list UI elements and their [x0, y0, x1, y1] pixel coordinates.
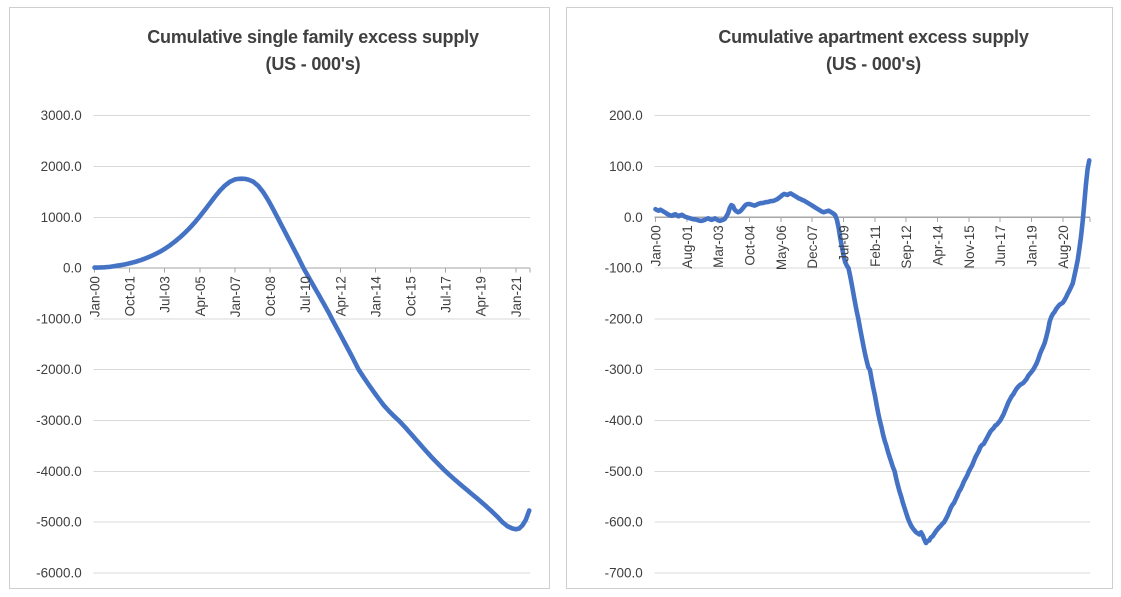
single-family-chart-title-line1: Cumulative single family excess supply — [147, 27, 479, 47]
y-axis-tick-label: -3000.0 — [36, 413, 82, 428]
y-axis-tick-label: 2000.0 — [41, 159, 82, 174]
apartment-chart-title: Cumulative apartment excess supply (US -… — [624, 24, 1121, 78]
x-axis-tick-label: Apr-14 — [931, 225, 946, 266]
x-axis-tick-label: Apr-19 — [474, 276, 489, 316]
x-axis-tick-label: Aug-01 — [680, 225, 695, 268]
apartment-chart-title-line1: Cumulative apartment excess supply — [718, 27, 1029, 47]
y-axis-tick-label: -700.0 — [605, 565, 643, 580]
y-axis-tick-label: 3000.0 — [41, 108, 82, 123]
single-family-chart-title: Cumulative single family excess supply (… — [63, 24, 563, 78]
x-axis-tick-label: Nov-15 — [962, 225, 977, 268]
y-axis-tick-label: 200.0 — [609, 108, 643, 123]
apartment-plot-svg: 200.0 100.0 0.0 -100.0 -200.0 -300.0 -400.0 -50… — [605, 108, 1092, 580]
y-axis-tick-label: -500.0 — [605, 464, 643, 479]
x-axis-tick-label: Oct-15 — [404, 276, 419, 316]
x-axis-tick-label: Jan-19 — [1025, 225, 1040, 266]
y-axis-tick-label: -2000.0 — [36, 362, 82, 377]
x-axis-tick-label: Jul-10 — [298, 276, 313, 313]
x-axis-tick-label: Jul-17 — [439, 276, 454, 313]
y-axis-tick-label: -5000.0 — [36, 515, 82, 530]
x-axis-tick-label: Apr-05 — [193, 276, 208, 316]
y-axis-tick-label: -200.0 — [605, 311, 643, 326]
x-axis-tick-label: Jan-21 — [509, 276, 524, 317]
y-axis-tick-label: 1000.0 — [41, 210, 82, 225]
x-axis-tick-label: Mar-03 — [711, 225, 726, 268]
x-axis-tick-label: Jul-09 — [836, 225, 851, 262]
y-axis-tick-label: -100.0 — [605, 261, 643, 276]
series-line — [653, 158, 1092, 546]
apartment-chart-title-line2: (US - 000's) — [826, 54, 921, 74]
y-axis-tick-label: 100.0 — [609, 159, 643, 174]
x-axis-tick-label: Oct-04 — [742, 225, 757, 266]
x-axis-tick-label: Oct-01 — [123, 276, 138, 316]
panel-apartment-chart: Cumulative apartment excess supply (US -… — [566, 7, 1113, 589]
panel-single-family-chart: Cumulative single family excess supply (… — [9, 7, 550, 589]
x-axis-tick-label: Jul-03 — [158, 276, 173, 313]
y-axis-tick-label: -300.0 — [605, 362, 643, 377]
series-line — [92, 176, 532, 532]
y-axis-tick-label: -600.0 — [605, 515, 643, 530]
x-axis-tick-label: Aug-20 — [1056, 225, 1071, 268]
x-axis-tick-label: May-06 — [774, 225, 789, 270]
y-axis-tick-label: -6000.0 — [36, 565, 82, 580]
y-axis-tick-label: 0.0 — [63, 261, 82, 276]
y-axis-tick-label: -1000.0 — [36, 311, 82, 326]
single-family-chart-title-line2: (US - 000's) — [265, 54, 361, 74]
x-axis-tick-label: Dec-07 — [805, 225, 820, 268]
x-axis-tick-label: Jan-14 — [368, 276, 383, 318]
x-axis-tick-label: Jan-00 — [648, 225, 663, 266]
y-axis-tick-label: -400.0 — [605, 413, 643, 428]
y-axis-tick-label: 0.0 — [624, 210, 643, 225]
x-axis-tick-label: Apr-12 — [333, 276, 348, 316]
y-axis-tick-label: -4000.0 — [36, 464, 82, 479]
x-axis-tick-label: Sep-12 — [899, 225, 914, 268]
x-axis-tick-label: Jan-07 — [228, 276, 243, 317]
single-family-plot-svg: 3000.0 2000.0 1000.0 0.0 -1000.0 -2000.0 -3000… — [36, 108, 532, 580]
x-axis-tick-label: Jan-00 — [88, 276, 103, 317]
x-axis-tick-label: Jun-17 — [993, 225, 1008, 266]
x-axis-tick-label: Feb-11 — [868, 225, 883, 267]
x-axis-tick-label: Oct-08 — [263, 276, 278, 316]
